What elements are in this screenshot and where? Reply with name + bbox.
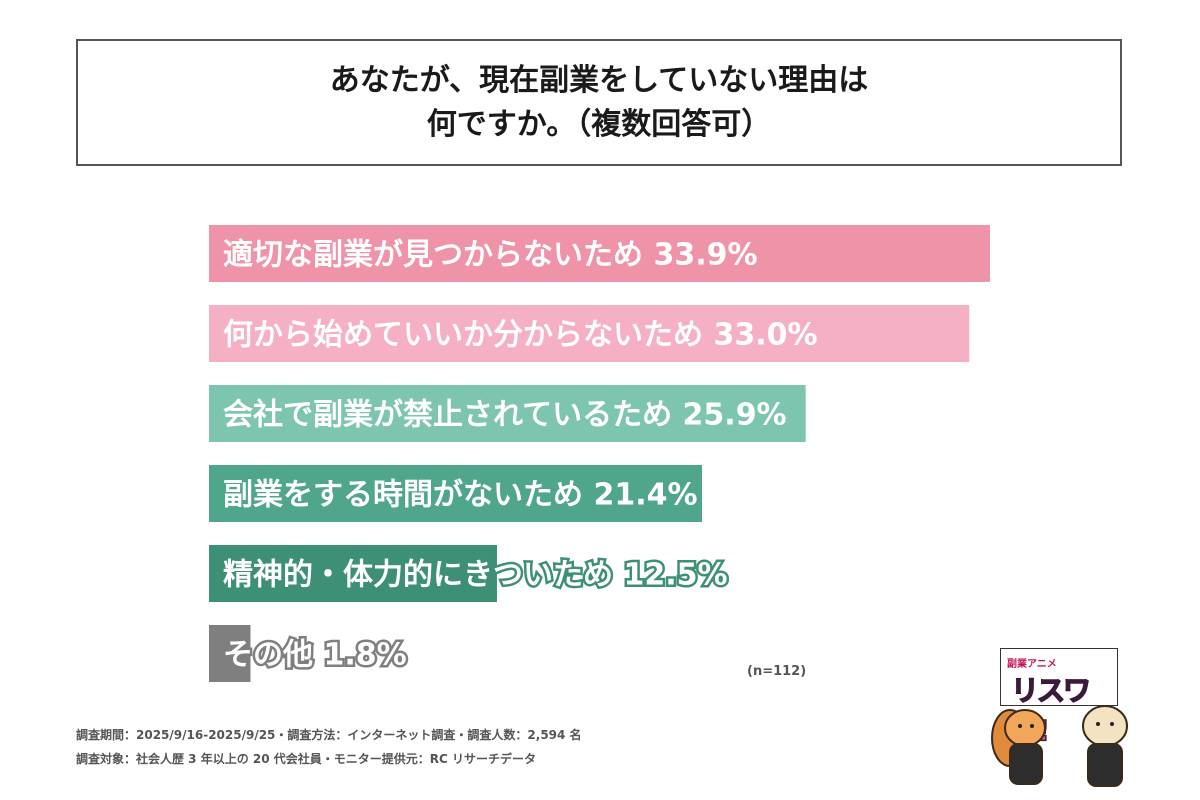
title-line-1: あなたが、現在副業をしていない理由は (329, 62, 869, 98)
bar-label-3: 会社で副業が禁止されているため 25.9% (223, 398, 787, 433)
footer-survey-target: 調査対象：社会人歴 3 年以上の 20 代会社員・モニター提供元：RC リサーチ… (76, 752, 536, 766)
bar-label-4: 副業をする時間がないため 21.4% (223, 478, 698, 513)
brand-logo: 副業アニメ リスワク! (1000, 648, 1118, 748)
bar-5 (209, 545, 497, 602)
bar-label-1: 適切な副業が見つからないため 33.9% (223, 238, 758, 273)
bar-label-2: 何から始めていいか分からないため 33.0% (223, 318, 818, 353)
bar-label-6: その他 1.8% (223, 638, 407, 673)
title-box: あなたが、現在副業をしていない理由は 何ですか。（複数回答可） (76, 39, 1122, 166)
logo-subtitle: 副業アニメ (1007, 659, 1057, 670)
mascot-illustration (991, 705, 1128, 787)
bar-4 (209, 465, 703, 522)
sample-size-note: (n=112) (747, 664, 807, 679)
title-line-2: 何ですか。（複数回答可） (426, 106, 772, 142)
bar-6 (209, 625, 251, 682)
bar-1 (209, 225, 990, 282)
bar-3 (209, 385, 806, 442)
bar-label-5: 精神的・体力的にきついため 12.5% (223, 558, 728, 593)
bar-2 (209, 305, 970, 362)
bar-chart: 適切な副業が見つからないため 33.9% 何から始めていいか分からないため 33.… (209, 225, 990, 682)
footer-survey-period: 調査期間：2025/9/16-2025/9/25・調査方法：インターネット調査・… (76, 728, 582, 742)
